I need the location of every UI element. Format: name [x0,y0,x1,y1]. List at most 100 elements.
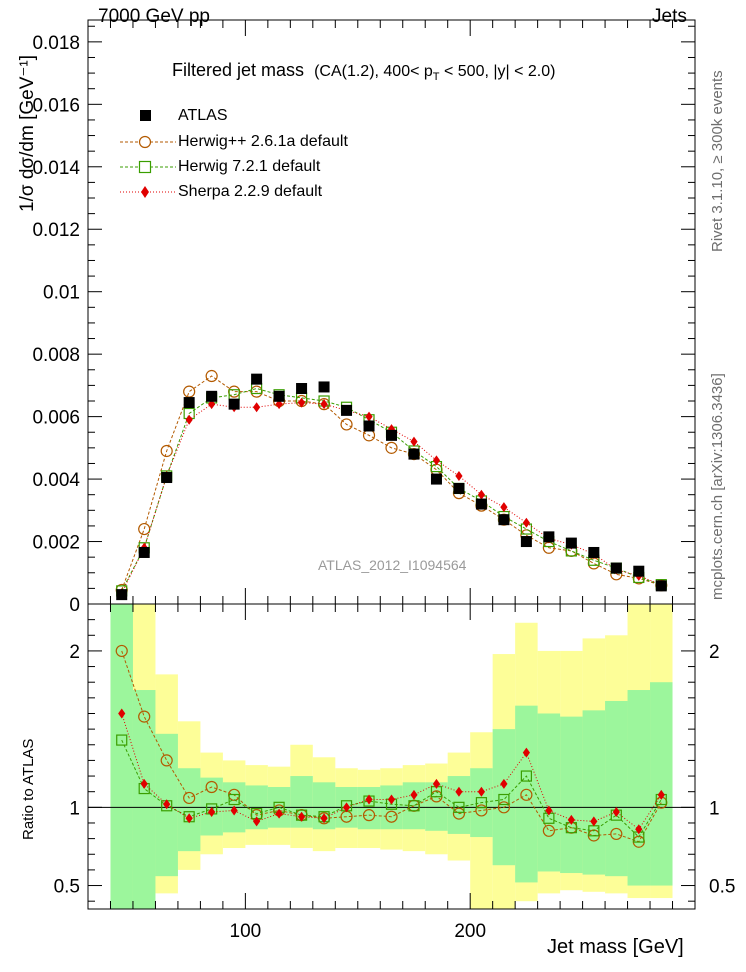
ratio-point-herwig-2-6-1a-default [160,754,173,767]
data-point-herwig-2-6-1a-default [340,418,353,431]
uncertainty-band-inner [492,729,516,866]
legend-marker-atlas [118,105,178,127]
ratio-point-sherpa-2-2-9-default [365,794,373,805]
series-line-herwig-2-6-1a-default [121,375,662,591]
data-point-sherpa-2-2-9-default [455,470,463,481]
ratio-point-sherpa-2-2-9-default [590,816,598,827]
data-point-atlas [408,448,420,460]
ratio-point-herwig-2-6-1a-default [138,710,151,723]
uncertainty-band-inner [200,777,223,836]
ratio-point-sherpa-2-2-9-default [140,778,148,789]
legend-label-herwigpp: Herwig++ 2.6.1a default [178,133,348,150]
ratio-point-herwig-2-6-1a-default [520,788,533,801]
ratio-point-sherpa-2-2-9-default [567,814,575,825]
ratio-point-sherpa-2-2-9-default [410,789,418,800]
ratio-point-herwig-7-2-1-default [228,793,240,806]
chart-title-pre: (CA(1.2), 400< p [314,63,433,80]
header-energy-label: 7000 GeV pp [98,6,210,27]
data-point-atlas [498,514,510,526]
chart-title-post: < 500, |y| < 2.0) [439,63,556,80]
ratio-point-sherpa-2-2-9-default [320,813,328,824]
uncertainty-band-inner [132,690,156,909]
data-point-sherpa-2-2-9-default [365,411,373,422]
y-tick-label: 0.002 [32,533,80,554]
ratio-point-sherpa-2-2-9-default [635,824,643,835]
ratio-point-herwig-2-6-1a-default [385,810,398,823]
legend-marker-herwig7 [118,156,178,178]
ratio-point-herwig-2-6-1a-default [205,780,218,794]
legend-marker-sherpa [118,181,178,203]
data-point-atlas [453,482,465,494]
ratio-tick-label-right: 1 [709,798,720,819]
data-point-atlas [475,498,487,510]
legend-label-sherpa: Sherpa 2.2.9 default [178,183,323,200]
chart-title-selection: (CA(1.2), 400< pT < 500, |y| < 2.0) [314,63,556,84]
analysis-watermark: ATLAS_2012_I1094564 [318,557,467,573]
data-point-atlas [543,531,555,543]
ratio-point-sherpa-2-2-9-default [500,778,508,789]
ratio-point-sherpa-2-2-9-default [230,805,238,816]
uncertainty-band-inner [560,716,583,874]
data-point-atlas [228,398,240,410]
ratio-point-herwig-7-2-1-default [520,770,532,782]
uncertainty-band-inner [627,690,651,886]
data-point-herwig-2-6-1a-default [183,385,196,398]
ratio-tick-label-left: 1 [69,798,80,819]
y-tick-label: 0.012 [32,220,80,241]
data-point-atlas [588,546,600,558]
data-point-atlas [161,472,173,484]
data-point-herwig-2-6-1a-default [430,463,443,476]
data-point-atlas [610,562,622,574]
ratio-point-sherpa-2-2-9-default [275,808,283,819]
data-point-sherpa-2-2-9-default [522,517,530,528]
ratio-point-herwig-7-2-1-default [408,800,420,812]
data-point-herwig-2-6-1a-default [138,522,151,536]
x-tick-label: 100 [230,921,262,942]
legend-item-herwigpp: Herwig++ 2.6.1a default [118,131,348,153]
data-point-atlas [363,420,375,432]
ratio-point-herwig-2-6-1a-default [452,807,466,820]
ratio-point-sherpa-2-2-9-default [342,802,351,813]
y-tick-label: 0.018 [32,33,80,54]
data-point-sherpa-2-2-9-default [477,489,486,500]
chart-title: Filtered jet mass (CA(1.2), 400< pT < 50… [172,60,555,83]
y-tick-label: 0.016 [32,95,80,116]
legend-label-atlas: ATLAS [178,107,228,124]
data-point-herwig-2-6-1a-default [587,557,600,570]
data-point-atlas [520,536,532,548]
uncertainty-band-inner [582,710,606,875]
ratio-point-sherpa-2-2-9-default [545,805,553,816]
y-tick-label: 0.004 [32,470,80,491]
uncertainty-band-inner [357,787,381,830]
ratio-point-sherpa-2-2-9-default [163,799,171,810]
ratio-point-sherpa-2-2-9-default [297,811,306,822]
y-tick-label: 0 [69,595,80,616]
data-point-sherpa-2-2-9-default [253,402,261,413]
data-point-atlas [655,580,667,592]
uncertainty-band-inner [447,776,471,834]
data-point-sherpa-2-2-9-default [500,502,508,513]
uncertainty-band-inner [425,782,448,831]
data-point-sherpa-2-2-9-default [185,414,193,425]
data-point-herwig-2-6-1a-default [160,444,173,458]
chart-title-sub: T [432,71,440,84]
data-point-atlas [565,537,577,549]
y-tick-label: 0.01 [43,283,80,304]
uncertainty-band-inner [537,713,561,872]
data-point-atlas [183,397,195,409]
ratio-point-herwig-2-6-1a-default [497,801,511,814]
ratio-point-herwig-2-6-1a-default [475,804,488,817]
ratio-point-herwig-7-2-1-default [453,801,465,813]
ratio-point-sherpa-2-2-9-default [253,816,261,827]
ratio-point-sherpa-2-2-9-default [208,807,216,818]
ratio-point-herwig-7-2-1-default [498,793,510,806]
ratio-point-sherpa-2-2-9-default [612,807,620,818]
data-point-herwig-2-6-1a-default [205,369,218,383]
ratio-point-herwig-7-2-1-default [116,734,128,746]
data-point-herwig-2-6-1a-default [385,441,398,454]
ratio-plot-frame [87,603,696,910]
ratio-point-sherpa-2-2-9-default [657,789,665,800]
header-process-label: Jets [652,6,687,27]
data-point-atlas [296,383,308,395]
